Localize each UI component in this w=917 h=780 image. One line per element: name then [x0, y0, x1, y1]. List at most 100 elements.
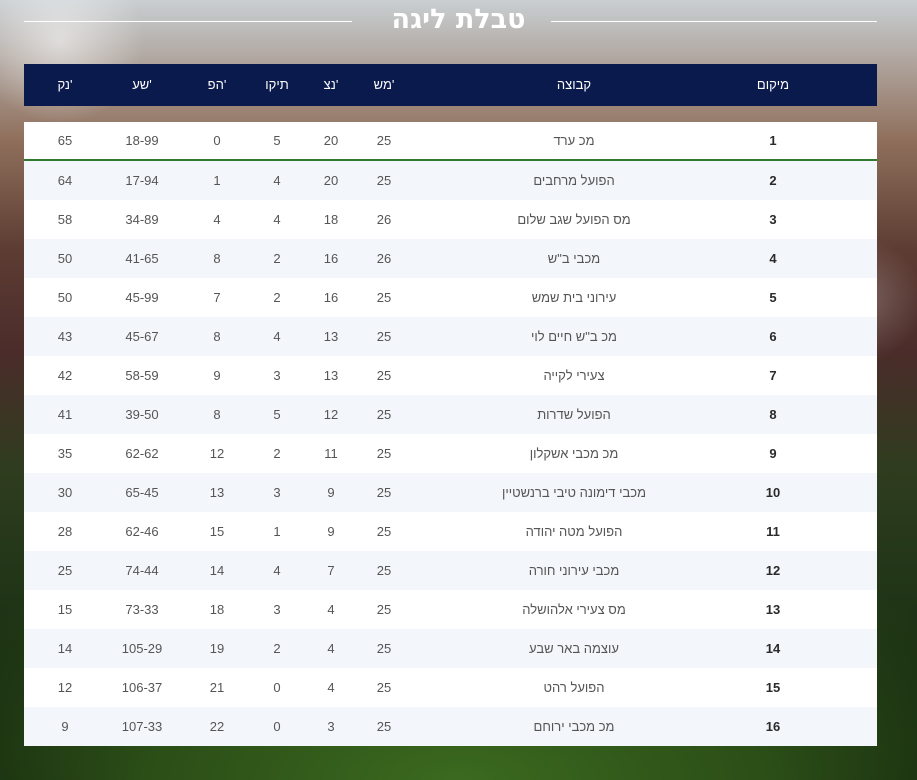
- header-goals: שע': [132, 77, 152, 92]
- row-draws: 3: [273, 485, 281, 500]
- row-points: 50: [57, 251, 73, 266]
- row-points: 12: [57, 680, 73, 695]
- row-draws: 1: [273, 524, 281, 539]
- row-team: מס הפועל שגב שלום: [517, 212, 631, 227]
- row-goals: 39-50: [125, 407, 159, 422]
- row-draws: 0: [273, 719, 281, 734]
- row-team: עירוני בית שמש: [531, 290, 617, 305]
- row-points: 65: [57, 133, 73, 148]
- row-losses: 15: [209, 524, 225, 539]
- row-team: מכ ערד: [553, 133, 595, 148]
- row-played: 26: [376, 212, 392, 227]
- table-row: 12 מכבי עירוני חורה 25 7 4 14 74-44 25: [24, 551, 877, 590]
- row-goals: 74-44: [125, 563, 159, 578]
- row-goals: 62-62: [125, 446, 159, 461]
- row-played: 26: [376, 251, 392, 266]
- row-wins: 9: [327, 524, 335, 539]
- row-wins: 13: [323, 329, 339, 344]
- table-row: 10 מכבי דימונה טיבי ברנשטיין 25 9 3 13 65-45 30: [24, 473, 877, 512]
- row-draws: 4: [273, 563, 281, 578]
- row-wins: 18: [323, 212, 339, 227]
- row-position: 15: [765, 680, 781, 695]
- row-position: 1: [769, 133, 777, 148]
- table-header: מיקום קבוצה מש' נצ' תיקו הפ' שע' נק': [24, 64, 877, 106]
- row-wins: 13: [323, 368, 339, 383]
- row-goals: 45-67: [125, 329, 159, 344]
- table-body: 1 מכ ערד 25 20 5 0 18-99 65 2 הפועל מרחבים 25 20 4 1 1…: [24, 122, 877, 746]
- table-row: 14 עוצמה באר שבע 25 4 2 19 105-29 14: [24, 629, 877, 668]
- row-position: 10: [765, 485, 781, 500]
- row-wins: 20: [323, 133, 339, 148]
- row-draws: 5: [273, 407, 281, 422]
- table-row: 16 מכ מכבי ירוחם 25 3 0 22 107-33 9: [24, 707, 877, 746]
- row-losses: 19: [209, 641, 225, 656]
- row-draws: 2: [273, 446, 281, 461]
- row-position: 2: [769, 173, 777, 188]
- title-divider-right: [551, 21, 877, 22]
- row-played: 25: [376, 563, 392, 578]
- row-played: 25: [376, 329, 392, 344]
- row-draws: 4: [273, 173, 281, 188]
- row-points: 64: [57, 173, 73, 188]
- row-played: 25: [376, 133, 392, 148]
- row-draws: 2: [273, 641, 281, 656]
- row-team: מכ מכבי ירוחם: [533, 719, 615, 734]
- row-draws: 5: [273, 133, 281, 148]
- row-goals: 41-65: [125, 251, 159, 266]
- row-goals: 73-33: [125, 602, 159, 617]
- row-team: מכבי עירוני חורה: [528, 563, 620, 578]
- row-position: 6: [769, 329, 777, 344]
- row-points: 14: [57, 641, 73, 656]
- row-goals: 18-99: [125, 133, 159, 148]
- row-team: הפועל רהט: [543, 680, 605, 695]
- row-goals: 65-45: [125, 485, 159, 500]
- row-draws: 3: [273, 602, 281, 617]
- row-played: 25: [376, 524, 392, 539]
- row-played: 25: [376, 680, 392, 695]
- row-team: מכ מכבי אשקלון: [529, 446, 619, 461]
- row-points: 50: [57, 290, 73, 305]
- header-position: מיקום: [756, 77, 790, 92]
- row-position: 9: [769, 446, 777, 461]
- row-position: 5: [769, 290, 777, 305]
- row-played: 25: [376, 368, 392, 383]
- row-points: 30: [57, 485, 73, 500]
- row-position: 8: [769, 407, 777, 422]
- row-goals: 34-89: [125, 212, 159, 227]
- row-losses: 22: [209, 719, 225, 734]
- row-wins: 16: [323, 290, 339, 305]
- header-points: נק': [57, 77, 73, 92]
- row-losses: 8: [213, 251, 221, 266]
- row-team: הפועל שדרות: [537, 407, 611, 422]
- row-losses: 12: [209, 446, 225, 461]
- row-played: 25: [376, 485, 392, 500]
- table-row: 7 צעירי לקייה 25 13 3 9 58-59 42: [24, 356, 877, 395]
- row-losses: 13: [209, 485, 225, 500]
- row-losses: 8: [213, 329, 221, 344]
- row-position: 4: [769, 251, 777, 266]
- table-row: 5 עירוני בית שמש 25 16 2 7 45-99 50: [24, 278, 877, 317]
- row-goals: 105-29: [121, 641, 163, 656]
- table-row: 1 מכ ערד 25 20 5 0 18-99 65: [24, 122, 877, 161]
- row-draws: 4: [273, 212, 281, 227]
- row-losses: 14: [209, 563, 225, 578]
- row-played: 25: [376, 602, 392, 617]
- row-position: 13: [765, 602, 781, 617]
- row-points: 25: [57, 563, 73, 578]
- row-team: מכבי ב"ש: [547, 251, 601, 266]
- row-draws: 4: [273, 329, 281, 344]
- row-points: 9: [61, 719, 69, 734]
- row-team: עוצמה באר שבע: [529, 641, 619, 656]
- row-wins: 12: [323, 407, 339, 422]
- row-goals: 106-37: [121, 680, 163, 695]
- row-position: 3: [769, 212, 777, 227]
- row-played: 25: [376, 641, 392, 656]
- row-team: הפועל מרחבים: [533, 173, 615, 188]
- row-position: 7: [769, 368, 777, 383]
- table-row: 9 מכ מכבי אשקלון 25 11 2 12 62-62 35: [24, 434, 877, 473]
- row-goals: 107-33: [121, 719, 163, 734]
- row-losses: 0: [213, 133, 221, 148]
- row-draws: 0: [273, 680, 281, 695]
- row-goals: 62-46: [125, 524, 159, 539]
- header-losses: הפ': [207, 77, 227, 92]
